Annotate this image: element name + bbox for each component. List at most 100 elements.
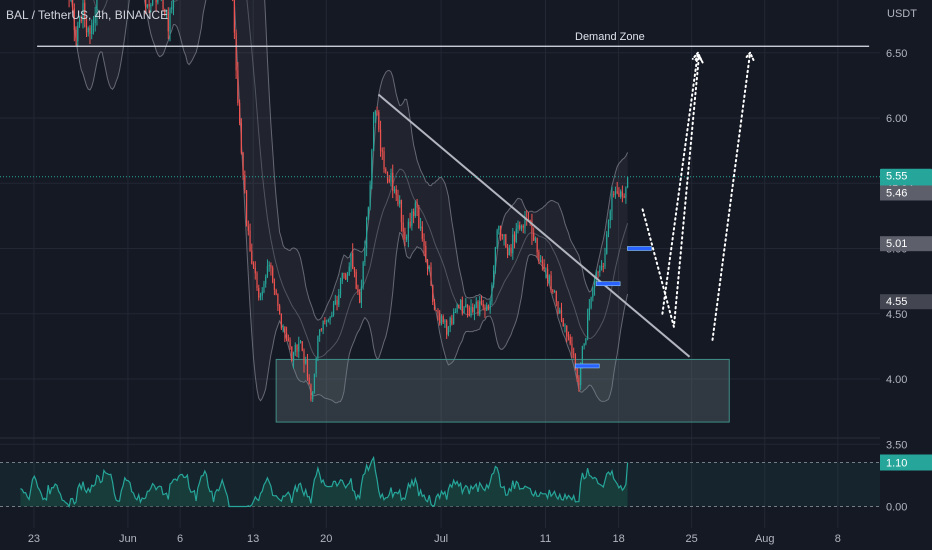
candle-body <box>458 304 460 309</box>
trendline[interactable] <box>377 93 691 358</box>
candle-body <box>400 200 403 223</box>
candle-body <box>277 294 279 306</box>
candle-body <box>270 264 272 268</box>
candle-body <box>78 19 81 26</box>
candle-body <box>616 191 618 193</box>
candle-body <box>463 307 465 314</box>
candle-body <box>428 266 430 270</box>
candle-body <box>346 275 349 280</box>
candle-body <box>91 25 93 34</box>
candle-body <box>294 344 296 353</box>
candle-body <box>82 2 84 21</box>
candle-body <box>590 297 592 309</box>
candle-body <box>585 338 587 344</box>
entry-marker <box>574 363 600 369</box>
candle-body <box>552 290 554 292</box>
x-tick-label: 20 <box>320 533 332 545</box>
candle-body <box>393 189 396 191</box>
candle-body <box>522 226 524 228</box>
candle-body <box>576 368 578 379</box>
candle-body <box>151 0 154 6</box>
oscillator-pane <box>0 455 880 509</box>
candle-body <box>254 267 256 274</box>
candle-body <box>536 238 538 253</box>
candle-body <box>336 300 338 305</box>
projection-path <box>711 51 752 341</box>
candle-body <box>301 341 303 351</box>
candle-body <box>412 211 415 217</box>
candle-body <box>545 268 547 270</box>
x-tick-label: 13 <box>247 533 259 545</box>
candle-body <box>348 266 350 276</box>
candle-body <box>73 8 75 30</box>
candle-body <box>364 248 366 263</box>
candle-body <box>256 273 258 289</box>
candle-body <box>459 299 462 309</box>
candle-body <box>345 273 347 280</box>
candle-body <box>298 343 300 352</box>
candle-body <box>454 311 456 313</box>
candle-body <box>546 268 549 282</box>
price-label-badge <box>880 294 932 310</box>
candle-body <box>385 169 387 172</box>
middle-band <box>93 0 629 358</box>
candle-body <box>240 122 242 153</box>
candle-body <box>520 226 523 229</box>
candle-body <box>548 275 550 282</box>
candle-body <box>553 291 556 293</box>
candle-body <box>379 129 382 151</box>
currency-label: USDT <box>887 8 917 20</box>
candle-body <box>479 301 481 315</box>
candle-body <box>519 225 521 229</box>
candle-body <box>423 239 425 246</box>
candle-body <box>353 268 356 272</box>
candle-body <box>426 259 429 270</box>
candle-body <box>357 288 359 292</box>
candle-body <box>77 25 79 42</box>
candle-body <box>592 287 594 298</box>
candle-body <box>414 202 416 217</box>
demand-zone-box[interactable] <box>275 358 730 423</box>
candle-body <box>397 194 399 204</box>
candle-body <box>313 373 316 392</box>
candle-body <box>607 220 610 235</box>
candle-body <box>564 325 566 327</box>
candle-body <box>486 305 488 311</box>
candle-body <box>402 222 404 232</box>
candle-body <box>308 377 310 385</box>
candle-body <box>559 310 561 314</box>
x-tick-label: 11 <box>540 533 551 545</box>
candle-body <box>399 200 401 204</box>
candle-body <box>625 187 627 198</box>
candle-body <box>249 230 251 252</box>
candle-body <box>524 219 526 228</box>
projection-path <box>661 51 699 315</box>
candle-body <box>371 150 373 185</box>
candle-body <box>272 267 274 283</box>
candle-body <box>266 266 269 277</box>
candle-body <box>162 0 164 9</box>
candle-body <box>376 111 378 113</box>
candle-body <box>145 0 147 8</box>
candle-body <box>439 312 441 324</box>
x-tick-label: 8 <box>835 533 841 545</box>
candle-body <box>299 341 302 344</box>
candle-body <box>148 4 150 7</box>
candle-body <box>517 225 519 229</box>
entry-marker <box>627 246 652 251</box>
candle-body <box>569 336 571 344</box>
candle-body <box>245 190 248 227</box>
candle-body <box>484 307 486 311</box>
candle-body <box>252 263 255 268</box>
candle-body <box>623 196 625 198</box>
candle-body <box>157 0 159 3</box>
candle-body <box>453 312 455 324</box>
candle-body <box>237 70 239 103</box>
candle-body <box>503 234 505 237</box>
candle-body <box>315 357 317 374</box>
candle-body <box>451 317 453 324</box>
candle-body <box>571 343 573 354</box>
candle-body <box>282 326 284 329</box>
